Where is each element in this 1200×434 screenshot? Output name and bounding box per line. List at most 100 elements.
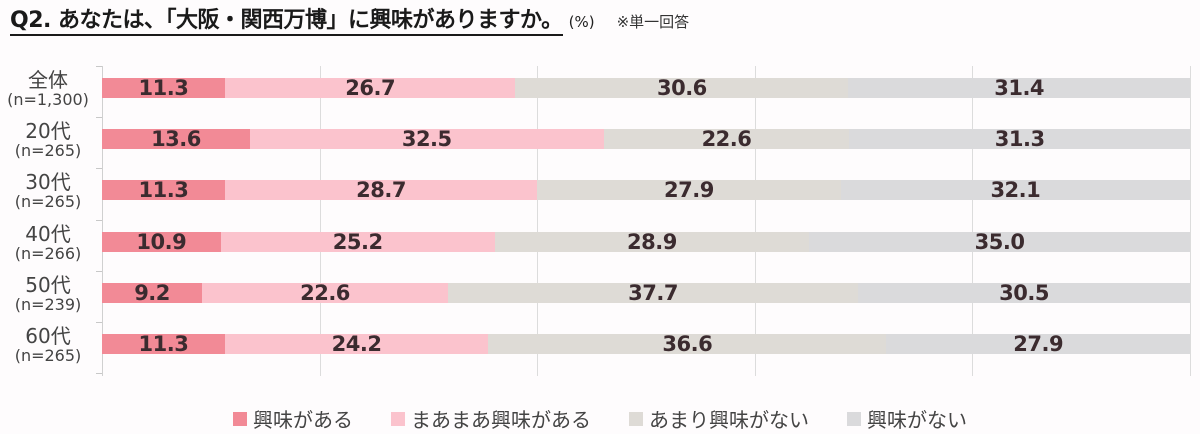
y-axis-line [102,66,103,376]
value-label: 24.2 [331,332,382,356]
bar-segment: 22.6 [202,280,448,305]
gridline [1190,66,1191,376]
legend-label: あまり興味がない [649,408,809,432]
axis-tick [96,270,102,272]
axis-tick [96,322,102,323]
category-label: 60代 (n=265) [0,326,96,366]
value-label: 9.2 [134,280,170,305]
bar-segment: 11.3 [102,178,225,203]
value-label: 30.6 [656,76,707,100]
legend-item: 興味がない [847,404,967,433]
legend-label: 興味がある [253,408,353,432]
axis-tick [96,219,102,221]
bar-segment: 9.2 [102,280,203,305]
bar-segment: 31.4 [848,76,1190,100]
bar-row: 11.3 26.7 30.6 31.4 [102,76,1190,100]
bar-segment: 25.2 [220,229,495,254]
value-label: 31.3 [994,127,1045,152]
gridline [319,66,321,376]
gridline [972,66,974,376]
bar-segment: 36.6 [488,332,887,356]
legend-swatch-icon [233,411,247,426]
sample-size: (n=266) [14,243,82,263]
sample-size: (n=265) [14,192,82,212]
value-label: 32.5 [401,127,452,152]
category-label: 全体 (n=1,300) [0,70,96,110]
category-label: 20代 (n=265) [0,121,96,161]
plot-area: 11.3 26.7 30.6 31.4 13.6 32.5 22.6 31.3 11.3 28.7… [96,66,1191,376]
bar-segment: 10.9 [102,229,221,254]
bar-segment: 32.1 [840,178,1190,203]
bar-segment: 30.6 [515,76,849,100]
sample-size: (n=265) [14,141,82,161]
bar-segment: 28.9 [494,229,810,254]
category-name: 40代 [25,221,71,246]
axis-tick [96,373,102,375]
value-label: 30.5 [999,280,1049,305]
category-label: 50代 (n=239) [0,275,96,315]
chart-header: Q2. あなたは、「大阪・関西万博」に興味がありますか。 (%) ※単一回答 [10,8,689,36]
bar-segment: 24.2 [224,332,489,356]
value-label: 27.9 [1013,332,1064,356]
bar-segment: 11.3 [102,76,225,100]
legend-swatch-icon [847,411,861,426]
bar-row: 11.3 24.2 36.6 27.9 [102,332,1190,356]
bar-row: 13.6 32.5 22.6 31.3 [102,127,1190,152]
bar-row: 10.9 25.2 28.9 35.0 [102,229,1190,254]
bar-segment: 35.0 [809,229,1190,254]
chart-title: Q2. あなたは、「大阪・関西万博」に興味がありますか。 [10,8,563,36]
value-label: 11.3 [138,76,189,100]
bar-segment: 22.6 [603,127,850,152]
bar-segment: 11.3 [102,332,225,356]
value-label: 27.9 [664,178,714,203]
bar-segment: 32.5 [249,127,604,152]
answer-note: ※単一回答 [616,13,690,31]
category-name: 50代 [25,272,71,297]
legend: 興味がある まあまあ興味がある あまり興味がない 興味がない [0,404,1200,433]
legend-swatch-icon [391,411,405,426]
bar-segment: 28.7 [224,178,538,203]
gridline [754,66,756,376]
bar-segment: 26.7 [224,76,516,100]
legend-item: あまり興味がない [629,404,809,433]
bar-segment: 31.3 [849,127,1190,152]
bar-segment: 27.9 [886,332,1190,356]
bar-segment: 37.7 [447,281,859,305]
category-name: 全体 [28,68,68,92]
legend-label: まあまあ興味がある [411,408,591,432]
category-name: 20代 [25,119,71,144]
category-name: 30代 [25,170,71,195]
value-label: 25.2 [332,229,383,254]
value-label: 28.7 [356,178,406,203]
axis-tick [96,168,102,170]
value-label: 10.9 [136,229,187,254]
gridline [537,66,539,376]
sample-size: (n=265) [14,346,82,365]
value-label: 11.3 [138,178,189,203]
sample-size: (n=239) [14,294,82,314]
value-label: 31.4 [994,76,1045,100]
category-label: 40代 (n=266) [0,224,96,264]
value-label: 32.1 [990,178,1041,203]
sample-size: (n=1,300) [7,90,89,109]
value-label: 28.9 [627,229,677,254]
value-label: 13.6 [151,127,201,152]
unit-label: (%) [568,13,595,31]
legend-item: 興味がある [233,404,353,433]
value-label: 26.7 [345,76,396,100]
legend-item: まあまあ興味がある [391,404,591,433]
legend-swatch-icon [629,411,643,426]
bar-segment: 13.6 [102,127,250,152]
bar-segment: 30.5 [858,280,1190,305]
axis-tick [96,66,102,67]
bar-row: 11.3 28.7 27.9 32.1 [102,178,1190,203]
value-label: 35.0 [974,229,1025,254]
legend-label: 興味がない [867,408,967,432]
bar-segment: 27.9 [537,178,841,203]
category-name: 60代 [25,324,71,348]
value-label: 11.3 [138,332,189,356]
value-label: 22.6 [701,127,752,152]
value-label: 36.6 [662,332,713,356]
value-label: 22.6 [300,280,350,305]
bar-row: 9.2 22.6 37.7 30.5 [102,280,1190,305]
